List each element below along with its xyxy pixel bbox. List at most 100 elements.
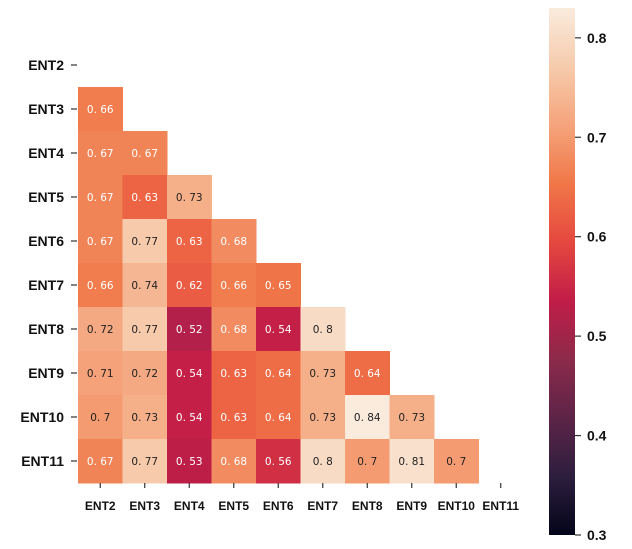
heatmap-cell: [78, 395, 123, 440]
x-tick-label: ENT6: [263, 499, 294, 513]
cell-value-label: 0. 62: [176, 280, 203, 292]
y-axis-labels: ENT2 ENT3 ENT4 ENT5 ENT6 ENT7 ENT8 ENT9 ENT10 ENT…: [20, 57, 77, 469]
x-axis-labels: ENT2 ENT3 ENT4 ENT5 ENT6 ENT7 ENT8 ENT9 ENT10 ENT…: [85, 483, 519, 513]
x-tick-label: ENT11: [482, 499, 519, 513]
cell-value-label: 0. 68: [220, 236, 247, 248]
cell-value-label: 0. 77: [131, 324, 158, 336]
x-tick-label: ENT3: [129, 499, 160, 513]
cell-value-label: 0. 73: [131, 412, 158, 424]
cell-value-label: 0. 77: [131, 456, 158, 468]
heatmap-cells: 0. 66 0. 67 0. 67 0. 67 0. 63 0. 73 0. 67 0. 77…: [78, 87, 479, 484]
heatmap-cell: [122, 307, 168, 352]
y-tick-label: ENT8: [28, 321, 64, 337]
heatmap-cell: [78, 219, 123, 264]
cell-value-label: 0. 8: [313, 456, 333, 468]
colorbar-tick-label: 0.7: [587, 129, 607, 145]
cell-value-label: 0. 63: [220, 368, 247, 380]
cell-value-label: 0. 52: [176, 324, 203, 336]
cell-value-label: 0. 73: [176, 192, 203, 204]
colorbar-gradient: [549, 8, 575, 535]
heatmap-cell: [256, 263, 301, 308]
heatmap-cell: [122, 395, 168, 440]
heatmap-cell: [389, 439, 435, 484]
colorbar-tick-label: 0.3: [587, 527, 607, 543]
y-tick-label: ENT10: [20, 409, 64, 425]
colorbar-tick-label: 0.6: [587, 229, 607, 245]
cell-value-label: 0. 73: [398, 412, 425, 424]
heatmap-cell: [300, 351, 346, 396]
cell-value-label: 0. 64: [265, 368, 292, 380]
cell-value-label: 0. 66: [220, 280, 247, 292]
cell-value-label: 0. 7: [90, 412, 110, 424]
heatmap-cell: [167, 395, 212, 440]
y-tick-label: ENT5: [28, 189, 64, 205]
heatmap-cell: [167, 219, 212, 264]
cell-value-label: 0. 64: [265, 412, 292, 424]
heatmap-cell: [211, 307, 257, 352]
heatmap-cell: [78, 307, 123, 352]
heatmap-cell: [122, 439, 168, 484]
cell-value-label: 0. 63: [176, 236, 203, 248]
heatmap-cell: [345, 395, 390, 440]
heatmap-cell: [122, 351, 168, 396]
heatmap-cell: [78, 87, 123, 132]
cell-value-label: 0. 56: [265, 456, 292, 468]
cell-value-label: 0. 71: [87, 368, 114, 380]
cell-value-label: 0. 81: [398, 456, 425, 468]
y-tick-label: ENT7: [28, 277, 64, 293]
colorbar-tick-label: 0.5: [587, 328, 607, 344]
cell-value-label: 0. 66: [87, 280, 114, 292]
cell-value-label: 0. 77: [131, 236, 158, 248]
heatmap-cell: [345, 351, 390, 396]
heatmap-cell: [78, 439, 123, 484]
cell-value-label: 0. 67: [87, 236, 114, 248]
heatmap-cell: [300, 395, 346, 440]
cell-value-label: 0. 63: [220, 412, 247, 424]
colorbar: 0.3 0.4 0.5 0.6 0.7 0.8: [549, 8, 607, 543]
heatmap-cell: [256, 351, 301, 396]
cell-value-label: 0. 67: [87, 192, 114, 204]
x-tick-label: ENT4: [174, 499, 205, 513]
heatmap-cell: [167, 307, 212, 352]
cell-value-label: 0. 54: [176, 368, 203, 380]
cell-value-label: 0. 63: [131, 192, 158, 204]
heatmap-cell: [78, 263, 123, 308]
heatmap-cell: [211, 351, 257, 396]
heatmap-cell: [300, 307, 346, 352]
heatmap-cell: [122, 131, 168, 176]
cell-value-label: 0. 53: [176, 456, 203, 468]
heatmap-cell: [167, 439, 212, 484]
heatmap-cell: [122, 263, 168, 308]
heatmap-cell: [211, 263, 257, 308]
heatmap-cell: [78, 131, 123, 176]
heatmap-cell: [389, 395, 435, 440]
y-tick-label: ENT3: [28, 101, 64, 117]
x-tick-label: ENT10: [438, 499, 476, 513]
cell-value-label: 0. 8: [313, 324, 333, 336]
cell-value-label: 0. 7: [446, 456, 466, 468]
heatmap-cell: [211, 219, 257, 264]
y-tick-label: ENT6: [28, 233, 64, 249]
colorbar-tick-label: 0.4: [587, 428, 607, 444]
heatmap-cell: [256, 439, 301, 484]
heatmap-cell: [256, 307, 301, 352]
cell-value-label: 0. 54: [176, 412, 203, 424]
x-tick-label: ENT5: [218, 499, 249, 513]
cell-value-label: 0. 54: [265, 324, 292, 336]
heatmap-cell: [211, 439, 257, 484]
cell-value-label: 0. 67: [87, 148, 114, 160]
heatmap-cell: [122, 219, 168, 264]
cell-value-label: 0. 73: [309, 368, 336, 380]
heatmap-cell: [211, 395, 257, 440]
cell-value-label: 0. 64: [354, 368, 381, 380]
cell-value-label: 0. 74: [131, 280, 158, 292]
heatmap-cell: [434, 439, 479, 484]
cell-value-label: 0. 65: [265, 280, 292, 292]
heatmap-cell: [167, 175, 212, 220]
cell-value-label: 0. 84: [354, 412, 381, 424]
cell-value-label: 0. 67: [87, 456, 114, 468]
heatmap-cell: [167, 351, 212, 396]
cell-value-label: 0. 66: [87, 104, 114, 116]
cell-value-label: 0. 68: [220, 324, 247, 336]
